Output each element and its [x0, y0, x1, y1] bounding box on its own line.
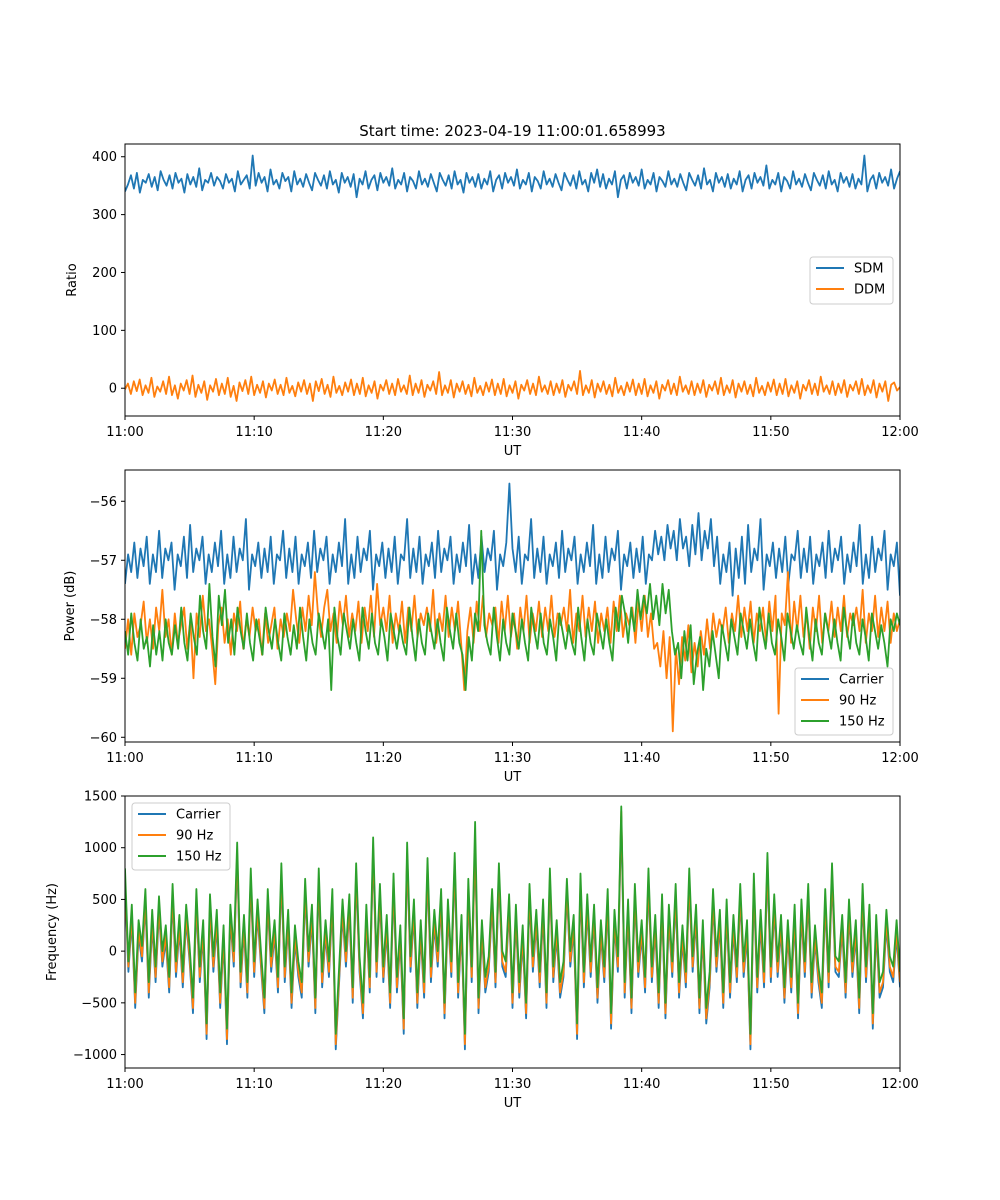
x-tick-label: 11:20 — [365, 425, 402, 440]
x-tick-label: 11:30 — [494, 751, 531, 766]
y-tick-label: −500 — [81, 996, 117, 1011]
series-line-carrier — [125, 482, 900, 597]
panel-3: 11:00 11:10 11:20 11:30 11:40 11:50 12:00 −1000… — [45, 790, 919, 1112]
legend: Carrier 90 Hz 150 Hz — [794, 667, 894, 736]
x-tick-label: 11:00 — [106, 425, 143, 440]
legend-label: 90 Hz — [839, 694, 876, 709]
y-tick-label: 0 — [109, 945, 117, 960]
x-tick-label: 12:00 — [881, 751, 918, 766]
legend: Carrier 90 Hz 150 Hz — [131, 802, 231, 871]
x-tick-label: 11:10 — [235, 751, 272, 766]
legend-box — [794, 667, 894, 736]
x-tick-label: 12:00 — [881, 1077, 918, 1092]
x-tick-label: 11:10 — [235, 425, 272, 440]
y-axis-label: Frequency (Hz) — [45, 883, 60, 981]
series-line-90-hz — [125, 810, 900, 1046]
x-tick-label: 12:00 — [881, 425, 918, 440]
legend-label: 150 Hz — [839, 715, 885, 730]
x-tick-label: 11:50 — [752, 751, 789, 766]
legend-label: SDM — [854, 262, 883, 277]
panel-1: 11:00 11:10 11:20 11:30 11:40 11:50 12:00 0 100 2… — [65, 143, 919, 459]
legend-label: DDM — [854, 283, 885, 298]
x-axis-label: UT — [504, 444, 522, 459]
y-tick-label: −56 — [90, 495, 117, 510]
x-tick-label: 11:00 — [106, 751, 143, 766]
y-axis-label: Power (dB) — [63, 571, 78, 642]
series-line-ddm — [125, 369, 900, 402]
chart-title: Start time: 2023-04-19 11:00:01.658993 — [359, 122, 665, 140]
y-tick-label: 400 — [92, 150, 117, 165]
y-tick-label: −1000 — [73, 1048, 117, 1063]
y-tick-label: −60 — [90, 731, 117, 746]
y-axis-label: Ratio — [65, 263, 80, 296]
y-tick-label: 0 — [109, 382, 117, 397]
x-tick-label: 11:40 — [623, 425, 660, 440]
legend-label: Carrier — [839, 673, 884, 688]
x-tick-label: 11:50 — [752, 1077, 789, 1092]
legend-label: 150 Hz — [176, 850, 222, 865]
x-tick-label: 11:40 — [623, 1077, 660, 1092]
y-tick-label: 1000 — [84, 841, 117, 856]
panel-2: 11:00 11:10 11:20 11:30 11:40 11:50 12:00 −60 −5… — [63, 469, 919, 785]
y-tick-label: −58 — [90, 613, 117, 628]
series-line-150-hz — [125, 805, 900, 1035]
y-tick-label: 500 — [92, 893, 117, 908]
y-tick-label: 300 — [92, 208, 117, 223]
y-tick-label: −57 — [90, 554, 117, 569]
series-line-sdm — [125, 154, 900, 199]
legend-label: Carrier — [176, 808, 221, 823]
series-line-150-hz — [125, 529, 900, 691]
y-tick-label: 100 — [92, 324, 117, 339]
x-axis-label: UT — [504, 770, 522, 785]
x-tick-label: 11:20 — [365, 751, 402, 766]
legend-box — [131, 802, 231, 871]
x-tick-label: 11:10 — [235, 1077, 272, 1092]
x-tick-label: 11:30 — [494, 1077, 531, 1092]
legend: SDM DDM — [809, 256, 894, 305]
x-tick-label: 11:50 — [752, 425, 789, 440]
legend-label: 90 Hz — [176, 829, 213, 844]
x-tick-label: 11:30 — [494, 425, 531, 440]
series-line-carrier — [125, 815, 900, 1051]
x-tick-label: 11:40 — [623, 751, 660, 766]
axes-frame — [124, 795, 901, 1069]
y-tick-label: 1500 — [84, 790, 117, 805]
x-tick-label: 11:20 — [365, 1077, 402, 1092]
x-tick-label: 11:00 — [106, 1077, 143, 1092]
x-axis-label: UT — [504, 1096, 522, 1111]
y-tick-label: 200 — [92, 266, 117, 281]
y-tick-label: −59 — [90, 672, 117, 687]
